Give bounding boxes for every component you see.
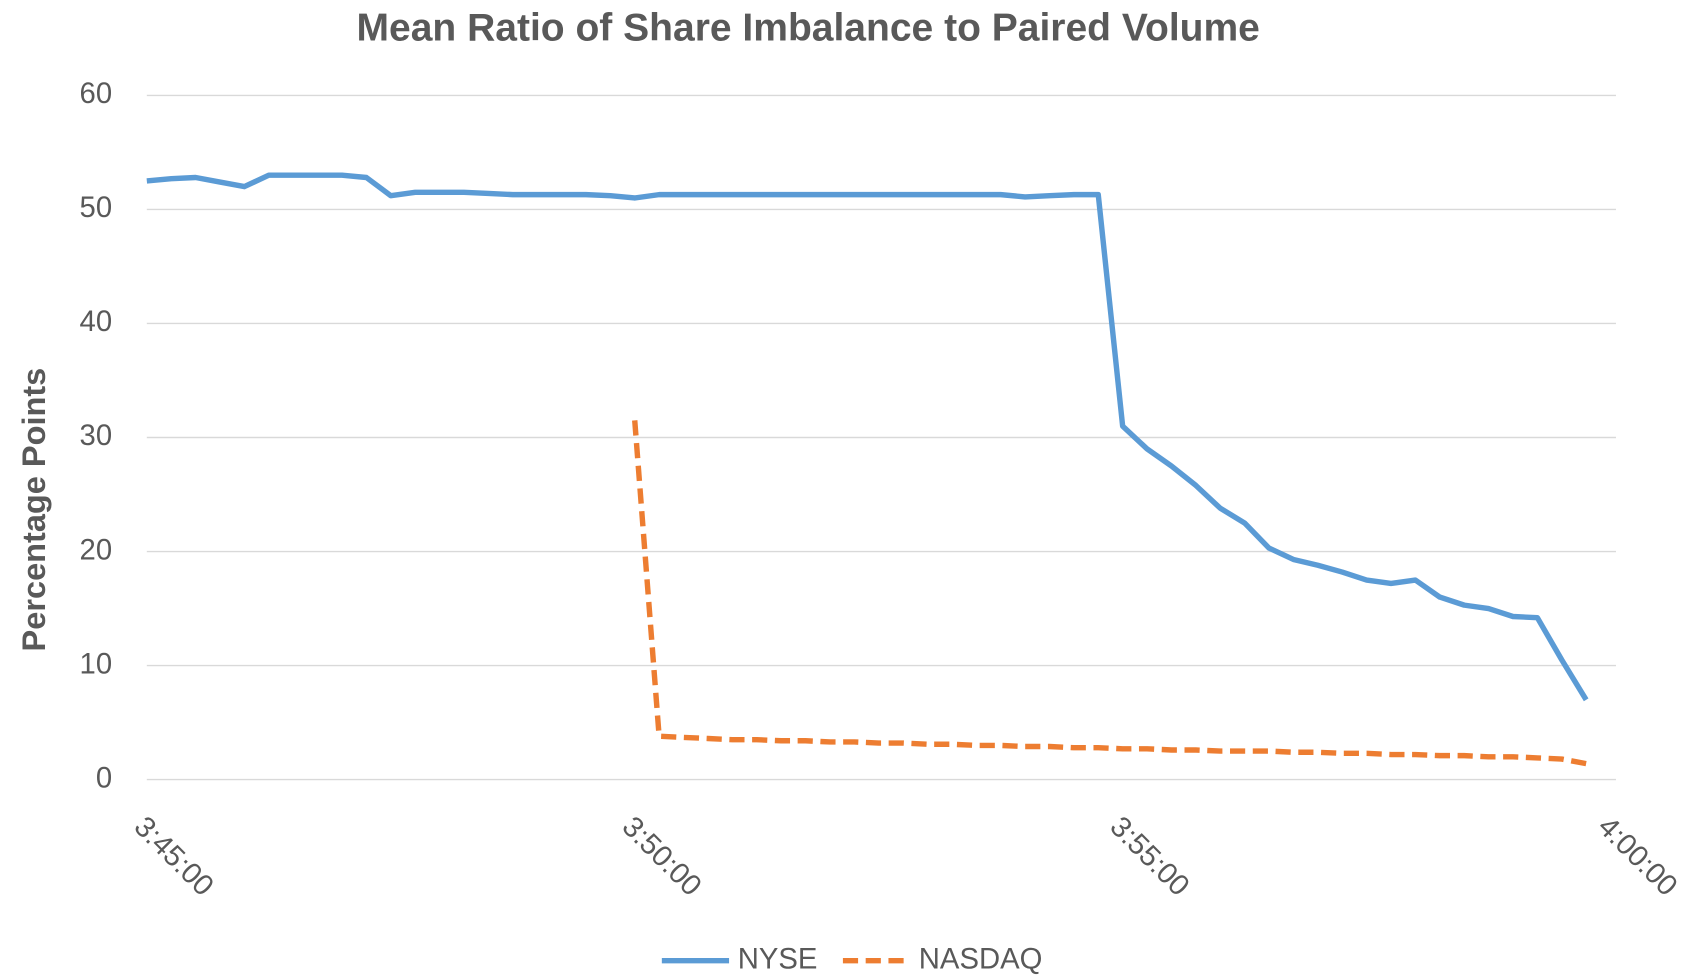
y-tick-label: 20 [80,534,113,566]
legend-label: NYSE [738,943,818,975]
chart-title: Mean Ratio of Share Imbalance to Paired … [357,7,1260,50]
y-tick-label: 10 [80,648,113,680]
y-tick-label: 50 [80,192,113,224]
x-tick-label: 3:45:00 [128,811,220,903]
y-tick-label: 30 [80,420,113,452]
y-tick-label: 40 [80,306,113,338]
x-tick-label: 3:55:00 [1104,811,1196,903]
y-tick-label: 0 [96,762,112,794]
line-series [146,172,1589,702]
line-series [632,420,1587,767]
x-tick-label: 3:50:00 [616,811,708,903]
legend-label: NASDAQ [919,943,1043,975]
y-axis-label: Percentage Points [16,368,52,652]
x-tick-label: 4:00:00 [1591,811,1683,903]
y-tick-label: 60 [80,78,113,110]
